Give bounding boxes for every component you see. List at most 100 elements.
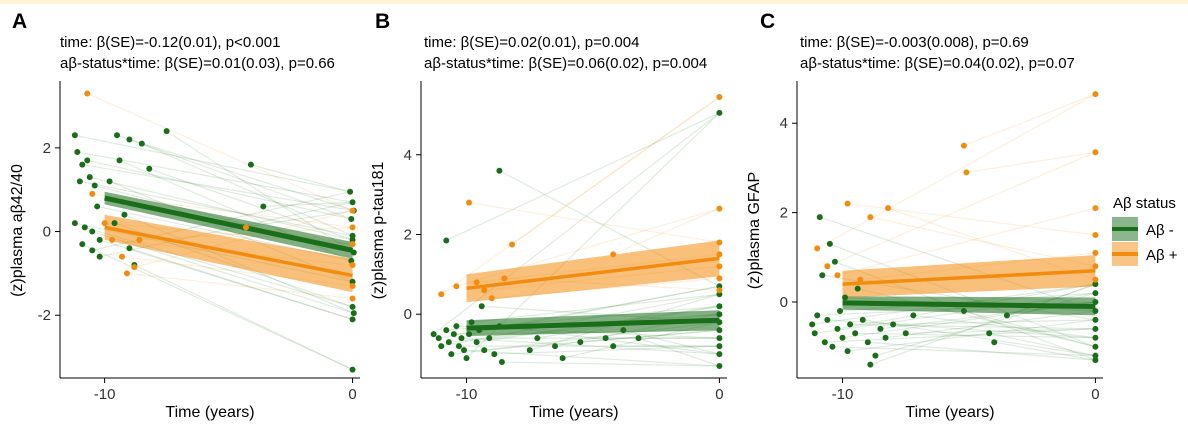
data-point [349,366,356,373]
legend: Aβ status Aβ - Aβ + [1112,195,1178,266]
data-point [438,291,445,298]
data-point [76,178,83,185]
data-point [101,220,108,227]
trajectory-line [494,345,720,355]
data-point [867,214,874,221]
trajectory-line [885,310,1096,339]
y-tick-label: 0 [780,294,788,311]
data-point [1092,205,1099,212]
data-point [242,224,249,231]
data-point [1092,357,1099,364]
data-point [526,347,533,354]
data-point [498,359,505,366]
data-point [816,214,823,221]
data-point [443,237,450,244]
data-point [831,258,838,265]
y-tick-label: 0 [404,306,412,323]
data-point [501,275,508,282]
fit-line-abpos [466,256,720,291]
data-point [552,343,559,350]
data-point [844,348,851,355]
data-point [839,334,846,341]
data-point [481,347,488,354]
data-point [814,245,821,252]
data-point [247,161,254,168]
trajectory-line [994,341,1096,361]
y-tick-label: 4 [780,115,788,132]
data-point [455,343,462,350]
data-point [496,323,503,330]
data-point [458,335,465,342]
panel-label: A [12,10,27,33]
data-point [71,220,78,227]
trajectory-line [129,138,352,220]
trajectory-line [99,239,353,320]
data-point [610,343,617,350]
trajectory-line [816,93,1096,249]
data-point [94,203,101,210]
trajectory-line [149,168,353,241]
data-point [852,330,859,337]
data-point [491,351,498,358]
y-tick-label: 4 [404,147,412,164]
trajectory-line [87,159,352,220]
data-point [445,339,452,346]
data-point [534,335,541,342]
trajectory-line [862,319,1096,357]
data-point [821,339,828,346]
y-axis-label: (z)plasma p-tau181 [370,161,387,299]
fit-line-abpos [842,268,1096,286]
trajectory-line [893,319,1096,325]
trajectory-line [501,361,720,367]
data-point [902,330,909,337]
data-point [349,232,356,239]
trajectory-line [832,346,1096,357]
y-tick-label: 0 [43,224,51,241]
y-axis-label: (z)plasma GFAP [746,172,763,289]
data-point [963,169,970,176]
data-point [430,331,437,338]
data-point [435,335,442,342]
data-point [466,199,473,206]
x-tick-label: -10 [456,386,478,403]
trajectory-line [74,134,351,193]
data-point [716,327,723,334]
data-point [620,327,627,334]
data-point [123,270,130,277]
trajectory-line [963,93,1096,147]
data-point [1092,276,1099,283]
trajectory-line [250,164,351,193]
trajectory-line [126,272,353,300]
data-point [882,334,889,341]
panel-label: C [760,10,775,33]
data-point [349,282,356,289]
data-point [814,312,821,319]
fit-line-abneg [104,195,354,253]
x-tick-label: 0 [715,386,723,403]
legend-item-label: Aβ - [1146,222,1174,239]
y-tick-label: 2 [43,140,51,157]
data-point [602,335,609,342]
data-point [716,343,723,350]
trajectory-line [905,328,1096,334]
data-point [857,276,864,283]
data-point [819,272,826,279]
data-point [890,321,897,328]
data-point [716,311,723,318]
trajectory-line [466,112,720,359]
data-point [1003,312,1010,319]
data-point [885,205,892,212]
data-point [111,220,118,227]
data-point [1092,290,1099,297]
data-point [349,295,356,302]
data-point [260,203,267,210]
data-point [836,307,843,314]
trajectory-line [612,208,720,255]
data-point [486,335,493,342]
data-point [509,241,516,248]
data-point [910,312,917,319]
x-axis-label: Time (years) [529,404,618,421]
data-point [716,93,723,100]
